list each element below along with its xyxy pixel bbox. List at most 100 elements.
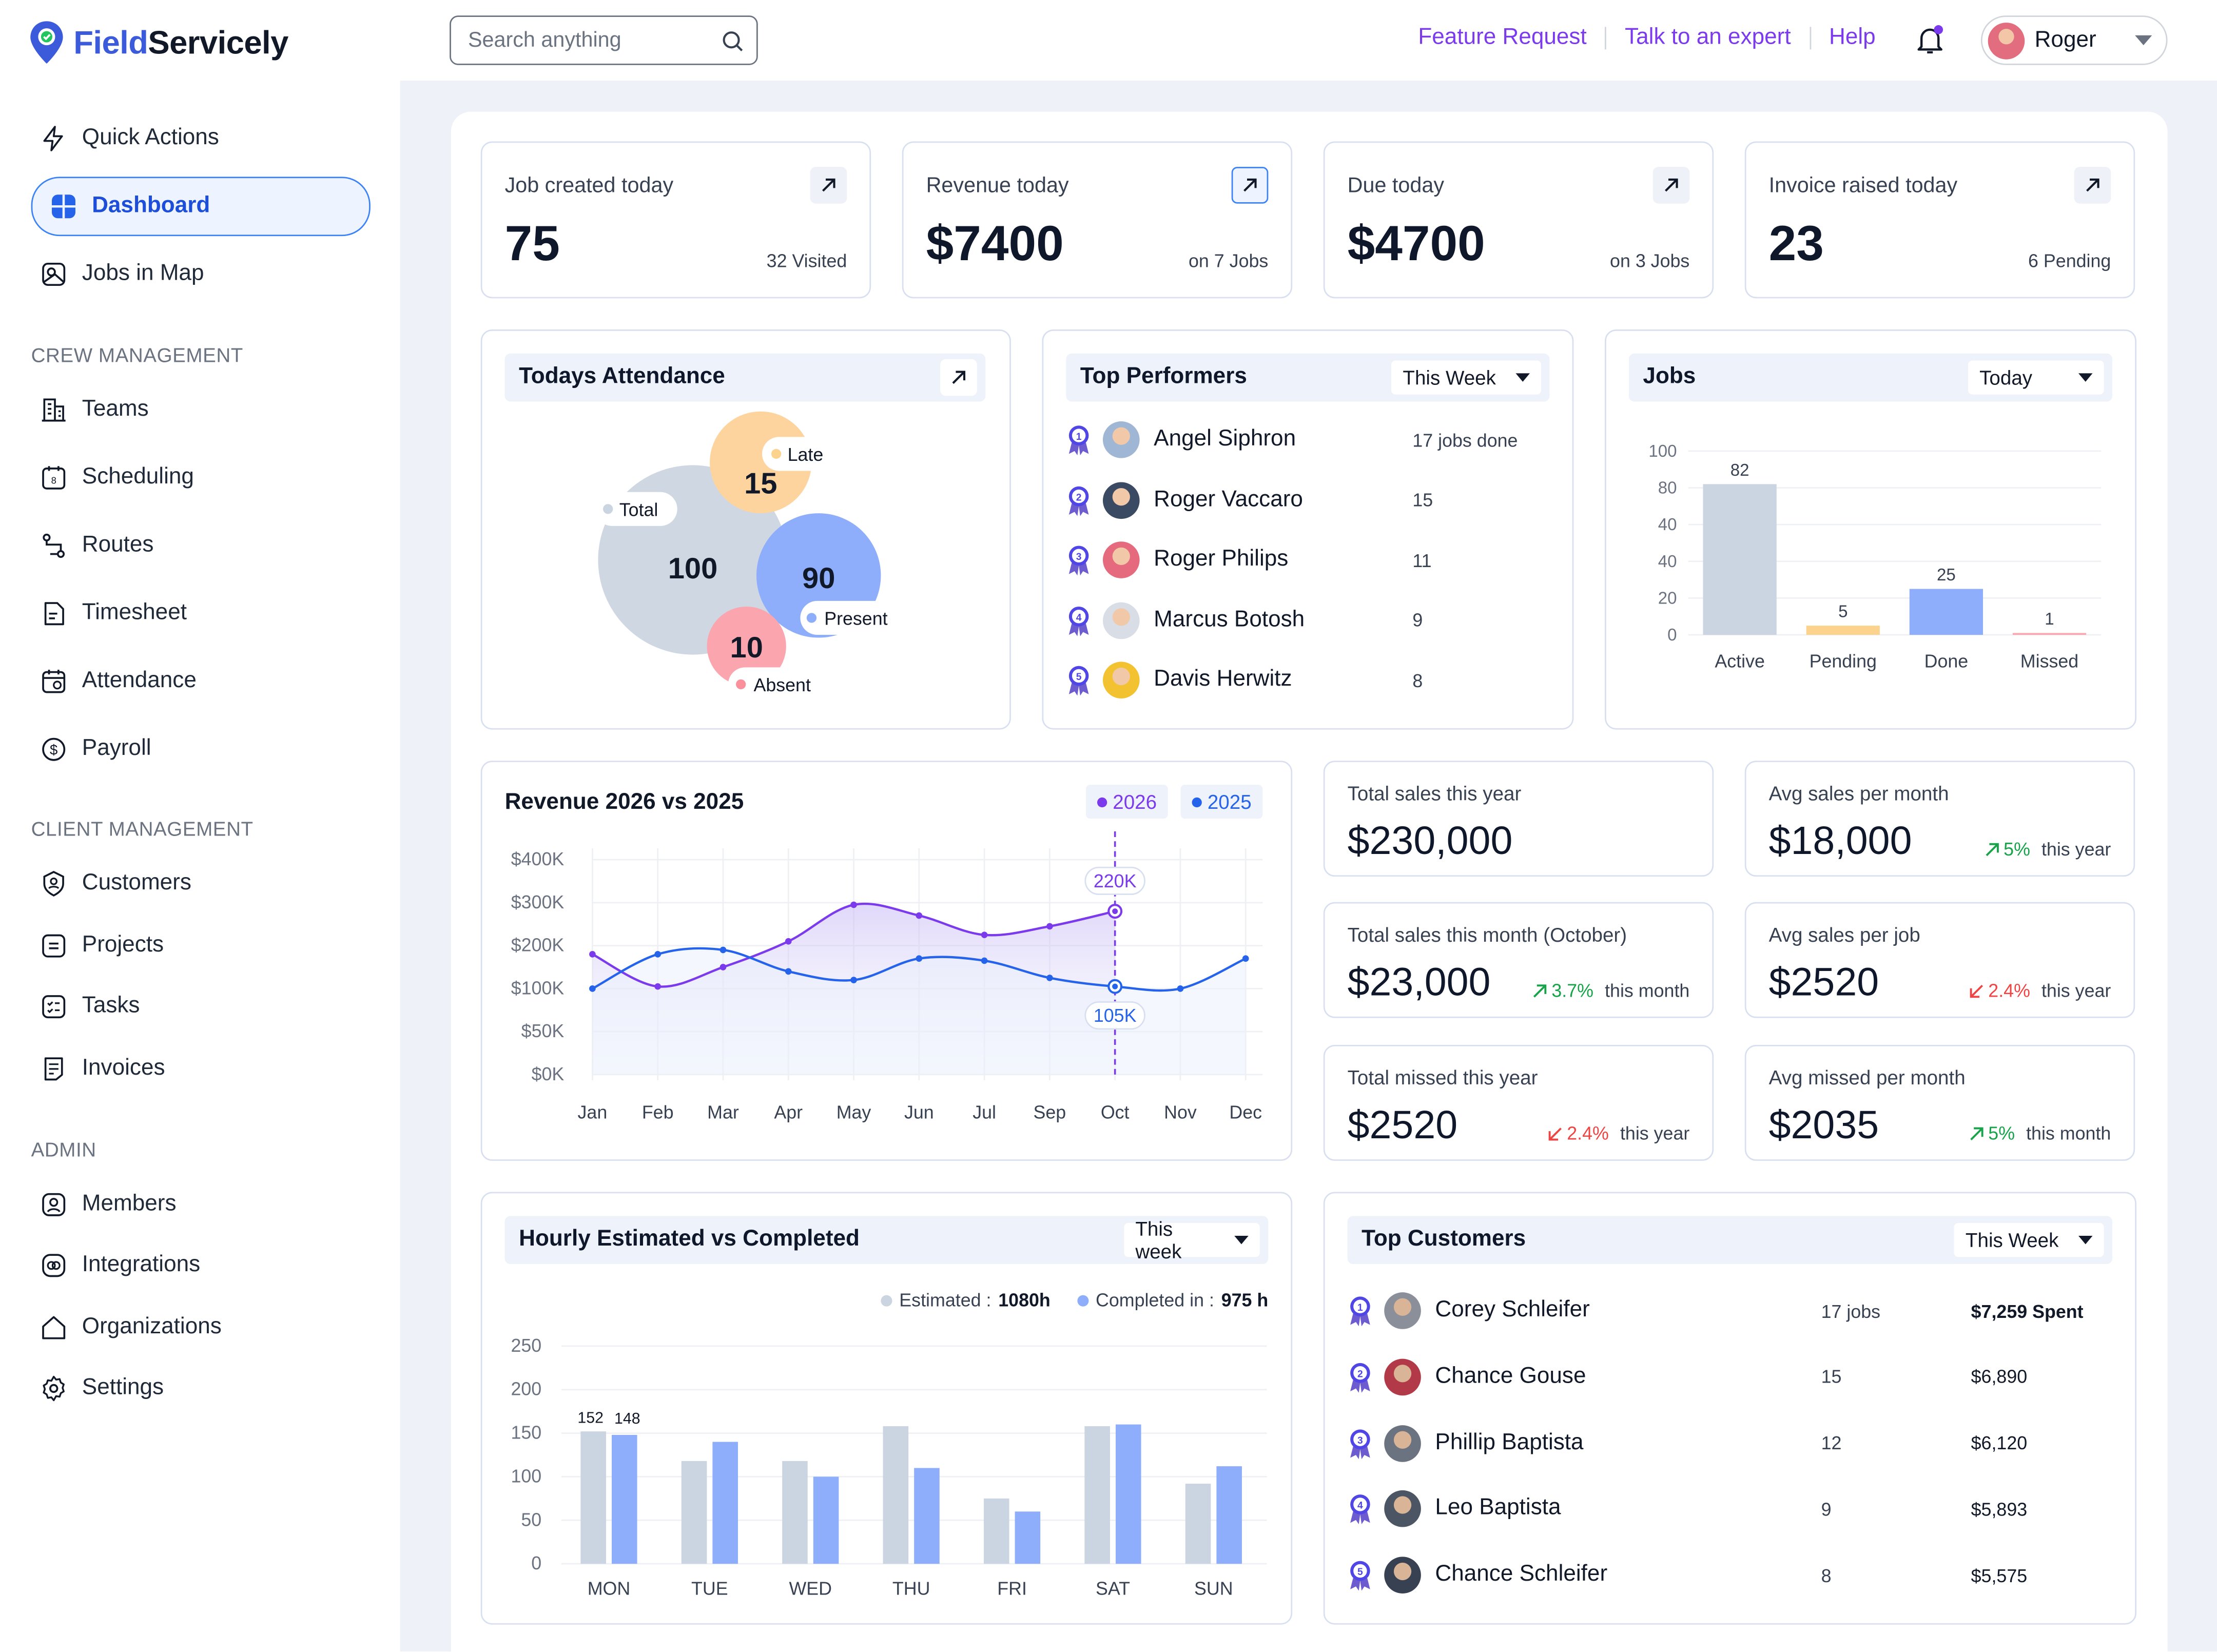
stat-card[interactable]: Avg sales per month $18,000 5% this year [1744, 761, 2135, 877]
help-link[interactable]: Help [1829, 25, 1876, 50]
bar-done[interactable] [1909, 589, 1983, 635]
search-icon[interactable] [719, 28, 745, 53]
nav-integrations[interactable]: Integrations [31, 1237, 371, 1294]
nav-payroll[interactable]: $ Payroll [31, 721, 371, 778]
client-management-heading: CLIENT MANAGEMENT [31, 817, 254, 840]
nav-tasks[interactable]: Tasks [31, 979, 371, 1035]
nav-teams[interactable]: Teams [31, 382, 371, 438]
data-point[interactable] [981, 957, 988, 964]
data-point[interactable] [785, 968, 792, 975]
data-point[interactable] [850, 901, 857, 908]
legend-2025[interactable]: 2025 [1180, 785, 1263, 819]
stat-card[interactable]: Avg missed per month $2035 5% this month [1744, 1045, 2135, 1161]
open-arrow-icon[interactable] [810, 167, 847, 204]
top-bar: Search anything Feature Request Talk to … [400, 0, 2217, 81]
bar-pending[interactable] [1806, 626, 1880, 635]
bar-missed[interactable] [2012, 633, 2087, 635]
performer-row[interactable]: 3 Roger Philips 11 [1066, 541, 1547, 578]
stat-card[interactable]: Total sales this month (October) $23,000 3… [1323, 902, 1714, 1018]
open-arrow-icon[interactable] [2074, 167, 2111, 204]
data-point[interactable] [981, 931, 988, 939]
nav-customers[interactable]: Customers [31, 856, 371, 912]
kpi-card-invoice-raised[interactable]: Invoice raised today 23 6 Pending [1744, 141, 2135, 299]
data-point[interactable] [719, 946, 727, 954]
change-value: 2.4% [1567, 1122, 1609, 1144]
data-point[interactable] [589, 985, 596, 992]
feature-request-link[interactable]: Feature Request [1418, 25, 1587, 50]
bar-completed[interactable] [813, 1476, 839, 1564]
brand-logo[interactable]: FieldServicely [28, 20, 288, 65]
data-point[interactable] [654, 951, 662, 958]
bar-estimated[interactable] [883, 1426, 909, 1564]
customer-row[interactable]: 3 Phillip Baptista 12 $6,120 [1348, 1425, 2111, 1462]
data-point[interactable] [850, 977, 857, 983]
period-dropdown[interactable]: This week [1124, 1217, 1260, 1262]
nav-jobs-in-map[interactable]: Jobs in Map [31, 246, 371, 302]
bar-estimated[interactable] [580, 1431, 606, 1564]
kpi-card-jobs-created[interactable]: Job created today 75 32 Visited [480, 141, 871, 299]
bar-completed[interactable] [611, 1434, 637, 1564]
data-point[interactable] [1242, 955, 1249, 962]
period-dropdown[interactable]: Today [1968, 360, 2104, 395]
bar-estimated[interactable] [1185, 1484, 1211, 1564]
bar-completed[interactable] [712, 1442, 738, 1564]
customer-row[interactable]: 4 Leo Baptista 9 $5,893 [1348, 1490, 2111, 1528]
nav-routes[interactable]: Routes [31, 517, 371, 574]
data-point[interactable] [1177, 985, 1184, 992]
nav-organizations[interactable]: Organizations [31, 1299, 371, 1356]
nav-timesheet[interactable]: Timesheet [31, 586, 371, 642]
performer-row[interactable]: 2 Roger Vaccaro 15 [1066, 481, 1547, 518]
customer-row[interactable]: 2 Chance Gouse 15 $6,890 [1348, 1358, 2111, 1395]
nav-scheduling[interactable]: 8 Scheduling [31, 450, 371, 506]
data-point[interactable] [785, 938, 792, 945]
period-dropdown[interactable]: This Week [1954, 1223, 2104, 1257]
bar-estimated[interactable] [782, 1461, 808, 1564]
nav-quick-actions[interactable]: Quick Actions [31, 110, 371, 167]
customer-row[interactable]: 1 Corey Schleifer 17 jobs $7,259 Spent [1348, 1292, 2111, 1329]
legend-2026[interactable]: 2026 [1085, 785, 1169, 819]
data-point[interactable] [916, 955, 923, 962]
nav-projects[interactable]: Projects [31, 918, 371, 974]
nav-dashboard[interactable]: Dashboard [31, 177, 371, 237]
bar-estimated[interactable] [983, 1498, 1009, 1564]
talk-to-expert-link[interactable]: Talk to an expert [1625, 25, 1791, 50]
bar-completed[interactable] [1115, 1424, 1141, 1564]
period-dropdown[interactable]: This Week [1391, 360, 1542, 395]
data-point[interactable] [654, 983, 662, 990]
bar-active[interactable] [1703, 484, 1777, 635]
search-placeholder: Search anything [468, 28, 621, 52]
open-arrow-icon[interactable] [940, 359, 977, 396]
stat-card[interactable]: Total missed this year $2520 2.4% this year [1323, 1045, 1714, 1161]
data-point[interactable] [916, 912, 923, 919]
nav-invoices[interactable]: Invoices [31, 1041, 371, 1097]
nav-label: Invoices [82, 1056, 165, 1080]
open-arrow-icon[interactable] [1231, 167, 1269, 204]
performer-row[interactable]: 1 Angel Siphron 17 jobs done [1066, 421, 1547, 458]
data-point[interactable] [1046, 923, 1053, 930]
nav-members[interactable]: Members [31, 1176, 371, 1233]
bar-estimated[interactable] [1084, 1426, 1110, 1564]
kpi-card-due-today[interactable]: Due today $4700 on 3 Jobs [1323, 141, 1714, 299]
bar-completed[interactable] [914, 1468, 940, 1564]
data-point[interactable] [1046, 975, 1053, 981]
bar-estimated[interactable] [681, 1461, 707, 1564]
customer-row[interactable]: 5 Chance Schleifer 8 $5,575 [1348, 1557, 2111, 1594]
performer-row[interactable]: 4 Marcus Botosh 9 [1066, 601, 1547, 638]
bar-completed[interactable] [1216, 1466, 1242, 1564]
avatar [1102, 421, 1140, 458]
y-tick-label: $50K [521, 1021, 565, 1041]
user-menu[interactable]: Roger [1980, 15, 2168, 65]
nav-settings[interactable]: Settings [31, 1360, 371, 1416]
stat-card[interactable]: Avg sales per job $2520 2.4% this year [1744, 902, 2135, 1018]
performer-row[interactable]: 5 Davis Herwitz 8 [1066, 662, 1547, 699]
kpi-card-revenue-today[interactable]: Revenue today $7400 on 7 Jobs [902, 141, 1293, 299]
bar-completed[interactable] [1015, 1511, 1041, 1564]
open-arrow-icon[interactable] [1652, 167, 1690, 204]
svg-text:3: 3 [1357, 1435, 1363, 1446]
data-point[interactable] [719, 964, 727, 970]
nav-attendance[interactable]: Attendance [31, 653, 371, 710]
stat-card[interactable]: Total sales this year $230,000 [1323, 761, 1714, 877]
notification-bell-icon[interactable] [1913, 23, 1947, 56]
data-point[interactable] [589, 951, 596, 958]
search-input[interactable]: Search anything [450, 15, 758, 65]
